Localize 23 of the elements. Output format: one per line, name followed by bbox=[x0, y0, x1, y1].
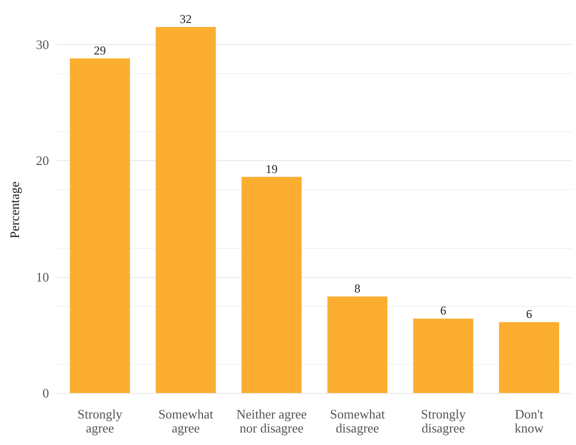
y-tick-label: 10 bbox=[36, 269, 49, 284]
y-tick-label: 0 bbox=[42, 386, 49, 400]
data-label: 8 bbox=[354, 282, 360, 296]
y-axis-title: Percentage bbox=[7, 181, 22, 239]
x-tick-label: Neither agree nor disagree bbox=[236, 406, 307, 436]
data-label: 6 bbox=[440, 304, 446, 318]
x-tick-label: Don't know bbox=[514, 406, 544, 436]
data-label: 6 bbox=[526, 307, 532, 322]
x-tick-label: Somewhat agree bbox=[158, 406, 214, 436]
data-label: 19 bbox=[266, 162, 278, 176]
y-tick-label: 20 bbox=[36, 153, 49, 168]
bar bbox=[327, 296, 388, 393]
bar bbox=[242, 176, 302, 393]
bar bbox=[70, 58, 130, 393]
data-label: 29 bbox=[94, 43, 106, 58]
bar bbox=[156, 27, 216, 393]
data-label: 32 bbox=[180, 12, 192, 26]
bar bbox=[499, 322, 560, 393]
bar bbox=[413, 318, 474, 393]
x-tick-label: Somewhat disagree bbox=[330, 406, 386, 436]
x-tick-label: Strongly disagree bbox=[420, 406, 466, 436]
x-tick-label: Strongly agree bbox=[78, 406, 123, 436]
y-tick-label: 30 bbox=[36, 36, 49, 52]
